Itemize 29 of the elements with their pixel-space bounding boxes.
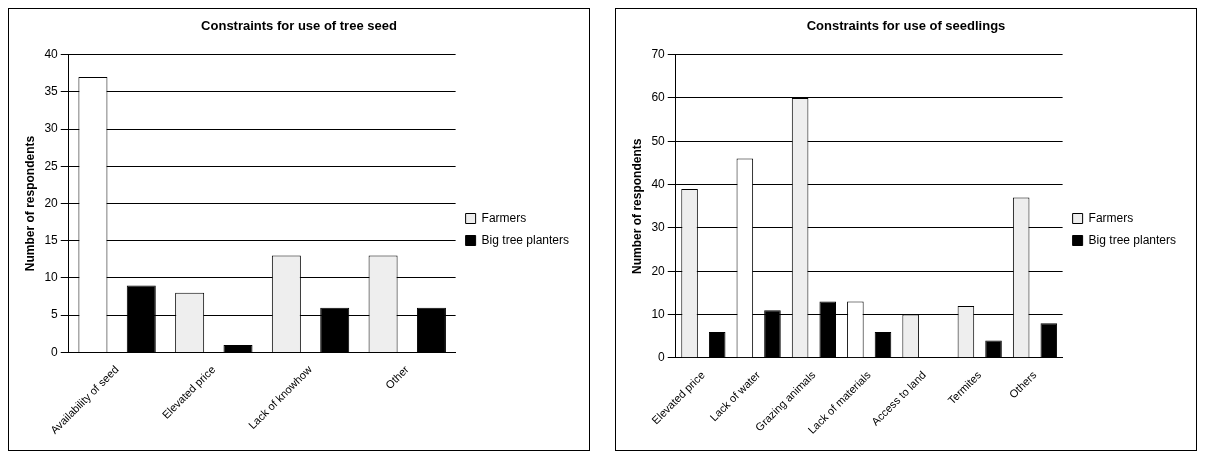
y-tick-label: 40 [44,46,59,61]
y-tick-label: 70 [651,46,666,61]
y-tick-label: 20 [651,263,666,278]
y-tick-label: 10 [44,270,59,285]
y-tick-label: 10 [651,306,666,321]
chart-title: Constraints for use of seedlings [806,18,1006,34]
bar [223,344,253,352]
bar [874,331,892,358]
y-tick-label: 25 [44,158,59,173]
y-tick-label: 5 [51,307,59,322]
chart-title: Constraints for use of tree seed [201,18,397,34]
y-tick-label: 30 [651,220,666,235]
legend-label: Big tree planters [481,232,570,247]
y-tick-label: 0 [658,350,666,365]
legend-label: Big tree planters [1088,232,1177,247]
y-tick-label: 35 [44,84,59,99]
legend-label: Farmers [481,210,527,225]
y-tick-label: 15 [44,233,59,248]
y-axis-title: Number of respondents [629,138,644,274]
y-axis-title: Number of respondents [22,135,37,272]
bar [1040,323,1058,358]
y-tick-label: 50 [651,133,666,148]
y-tick-label: 40 [651,176,666,191]
y-tick-label: 30 [44,121,59,136]
legend-label: Farmers [1088,210,1134,225]
y-tick-label: 0 [51,344,59,359]
y-tick-label: 60 [651,90,666,105]
bar [708,331,726,358]
y-tick-label: 20 [44,195,59,210]
